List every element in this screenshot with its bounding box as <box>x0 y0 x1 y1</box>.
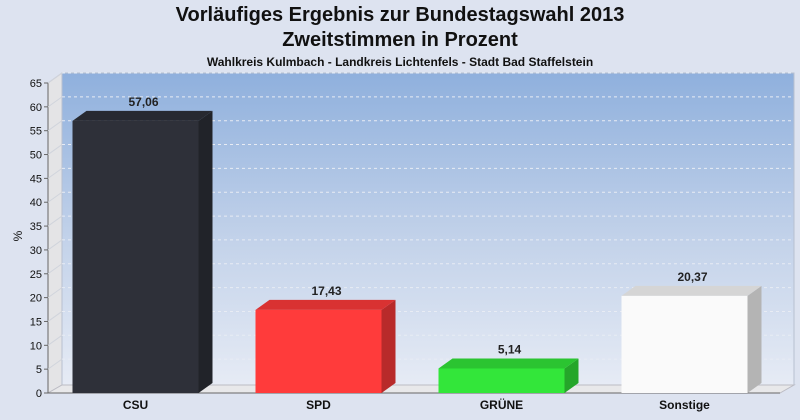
bar-grüne: 5,14 GRÜNE <box>438 342 579 412</box>
grid-line-wall <box>47 311 63 322</box>
bar-top <box>255 299 396 310</box>
bar-csu: 57,06 CSU <box>72 95 213 412</box>
y-tick-label: 55 <box>30 126 42 138</box>
bar-side <box>564 358 579 393</box>
bar-front <box>621 295 748 393</box>
data-label: 17,43 <box>311 284 341 298</box>
grid-line-wall <box>47 287 63 299</box>
y-tick-label: 30 <box>30 245 42 257</box>
data-label: 20,37 <box>677 270 707 284</box>
data-label: 57,06 <box>128 95 158 109</box>
y-tick-label: 60 <box>30 102 42 114</box>
grid-line-wall <box>47 96 63 108</box>
bar-side <box>747 285 762 393</box>
x-tick-label: Sonstige <box>659 398 710 412</box>
y-tick-label: 0 <box>36 388 42 400</box>
grid-line-wall <box>47 120 63 132</box>
chart-subtitle: Wahlkreis Kulmbach - Landkreis Lichtenfe… <box>206 55 594 69</box>
y-tick-label: 40 <box>30 197 42 209</box>
bar-side <box>198 110 213 394</box>
grid-line-wall <box>47 334 63 346</box>
y-tick-label: 35 <box>30 221 42 233</box>
grid-line-wall <box>47 144 63 155</box>
grid-line-wall <box>47 72 63 84</box>
y-tick-label: 45 <box>30 173 42 185</box>
chart-title: Vorläufiges Ergebnis zur Bundestagswahl … <box>175 4 625 26</box>
y-tick-label: 5 <box>36 364 42 376</box>
y-tick-label: 65 <box>30 78 42 90</box>
bar-top <box>621 285 762 296</box>
grid-line-wall <box>47 167 63 179</box>
y-tick-label: 20 <box>30 293 42 305</box>
plot-left-wall <box>47 72 63 394</box>
bar-front <box>72 120 199 394</box>
y-tick-label: 50 <box>30 150 42 162</box>
bar-top <box>438 358 579 369</box>
chart-title-line2: Zweitstimmen in Prozent <box>282 29 518 51</box>
y-tick-label: 10 <box>30 340 42 352</box>
bar-front <box>438 368 565 393</box>
x-tick-label: GRÜNE <box>480 397 523 412</box>
bar-top <box>72 110 213 121</box>
bar-sonstige: 20,37 Sonstige <box>621 270 762 412</box>
y-axis-label: % <box>11 230 25 241</box>
grid-line-wall <box>47 263 63 275</box>
data-label: 5,14 <box>498 342 522 356</box>
bar-front <box>255 309 382 393</box>
bar-spd: 17,43 SPD <box>255 284 396 412</box>
x-tick-label: CSU <box>123 398 148 412</box>
bar-side <box>381 299 396 393</box>
y-tick-label: 15 <box>30 316 42 328</box>
grid-line-wall <box>47 358 63 370</box>
grid-line-wall <box>47 215 63 227</box>
grid-line-wall <box>47 191 63 203</box>
grid-line-wall <box>47 239 63 251</box>
x-tick-label: SPD <box>306 398 331 412</box>
y-tick-label: 25 <box>30 269 42 281</box>
